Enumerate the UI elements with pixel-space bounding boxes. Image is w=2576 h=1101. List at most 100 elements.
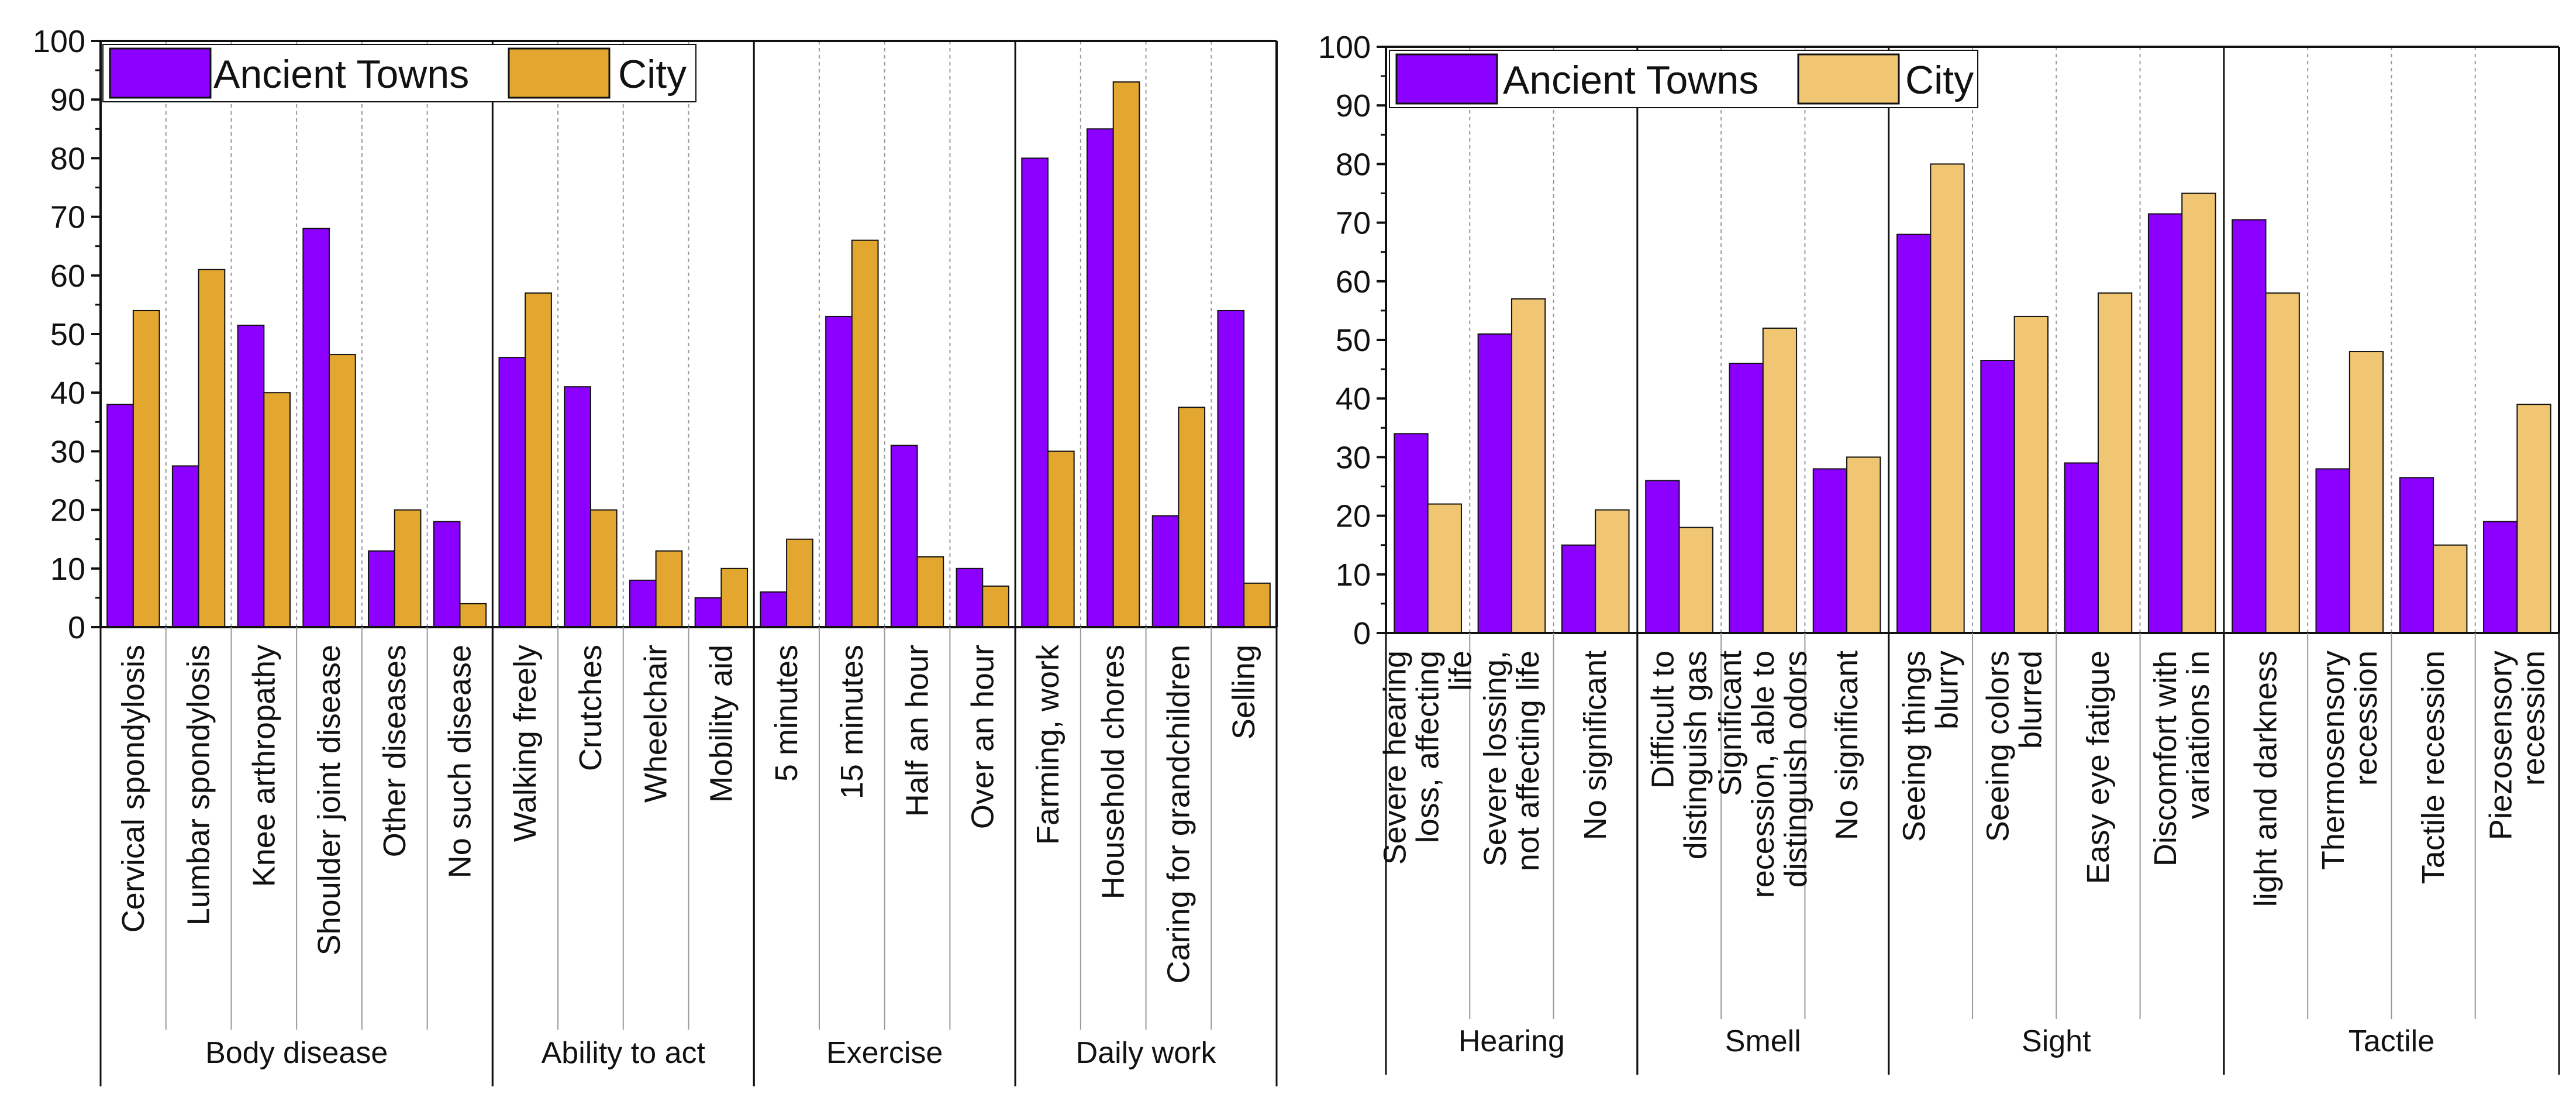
category-label-line: Mobility aid: [704, 645, 739, 803]
category-label-line: loss, affecting: [1411, 651, 1446, 843]
group-label: Exercise: [826, 1036, 943, 1070]
category-label-line: Lumbar spondylosis: [181, 645, 216, 925]
y-tick-label: 30: [50, 434, 85, 469]
category-label-line: Thermosensory: [2316, 651, 2351, 870]
category-label: Severe lossing,not affecting life: [1478, 651, 1546, 871]
category-label: Household chores: [1096, 645, 1131, 899]
category-label: Mobility aid: [704, 645, 739, 803]
bar-ancient-towns: [1021, 157, 1049, 628]
category-label: No such disease: [442, 645, 477, 878]
legend-label-city: City: [1905, 58, 1974, 102]
bar-ancient-towns: [760, 591, 788, 628]
bar-city: [394, 509, 422, 628]
category-label-line: blurred: [2013, 651, 2049, 749]
bar-ancient-towns: [629, 579, 657, 628]
y-tick-label: 80: [50, 141, 85, 176]
category-label: 5 minutes: [769, 645, 804, 782]
y-tick-label: 30: [1336, 440, 1371, 475]
chart-right: 0 10 20 30 40 50 60 70 80 90 100 Hearing Severe hear…: [1318, 30, 2560, 1075]
bar-ancient-towns: [694, 597, 722, 628]
category-label: Crutches: [573, 645, 608, 771]
category-label: Thermosensoryrecession: [2316, 651, 2384, 870]
y-tick-label: 80: [1336, 147, 1371, 182]
category-label-line: life: [1443, 651, 1478, 691]
y-tick-label: 20: [1336, 499, 1371, 534]
category-label-line: Farming, work: [1030, 644, 1065, 845]
y-tick-label: 50: [1336, 323, 1371, 358]
bar-city: [459, 603, 487, 628]
bar-city: [1762, 327, 1798, 634]
category-label-line: No such disease: [442, 645, 477, 878]
bar-ancient-towns: [2483, 521, 2518, 634]
category-label: No significant: [1829, 651, 1864, 840]
y-tick-label: 100: [1318, 30, 1371, 65]
bar-ancient-towns: [1087, 128, 1114, 628]
category-label: Easy eye fatigue: [2081, 651, 2116, 884]
category-label-line: recession, able to: [1746, 651, 1781, 898]
group-label: Daily work: [1076, 1036, 1217, 1070]
legend-swatch-city: [1797, 53, 1900, 105]
category-label-line: not affecting life: [1511, 651, 1546, 871]
bar-ancient-towns: [2315, 468, 2350, 634]
bar-ancient-towns: [1729, 363, 1764, 634]
y-tick-label: 20: [50, 493, 85, 528]
category-label-line: Piezosensory: [2483, 651, 2518, 840]
y-tick-label: 10: [50, 552, 85, 587]
bar-ancient-towns: [2147, 213, 2183, 634]
category-label: Knee arthropathy: [246, 645, 281, 887]
bar-ancient-towns: [498, 357, 526, 628]
bar-ancient-towns: [1561, 544, 1596, 634]
bar-ancient-towns: [1896, 233, 1932, 634]
bar-ancient-towns: [237, 324, 265, 628]
bar-city: [525, 292, 552, 628]
category-label-line: variations in: [2181, 651, 2216, 819]
bar-ancient-towns: [564, 386, 591, 628]
bar-city: [2181, 192, 2216, 634]
category-label-line: Easy eye fatigue: [2081, 651, 2116, 884]
y-tick-label: 100: [33, 24, 85, 59]
y-tick-label: 10: [1336, 558, 1371, 593]
category-label-line: Shoulder joint disease: [312, 645, 347, 955]
bar-city: [589, 509, 618, 628]
category-label-line: blurry: [1929, 651, 1964, 730]
category-label-line: Seeing colors: [1981, 651, 2016, 842]
y-tick-label: 50: [50, 317, 85, 352]
category-label: Other diseases: [377, 645, 412, 857]
category-label: Piezosensoryrecession: [2483, 651, 2551, 840]
bar-city: [1178, 407, 1206, 628]
category-label-line: 5 minutes: [769, 645, 804, 782]
y-tick-label: 90: [50, 82, 85, 118]
category-label-line: Caring for grandchildren: [1161, 645, 1196, 983]
legend-swatch-ancient-towns: [109, 47, 212, 99]
group-label: Tactile: [2349, 1024, 2434, 1058]
category-label: Discomfort withvariations in: [2148, 651, 2216, 866]
bar-ancient-towns: [1394, 433, 1429, 634]
bar-city: [263, 392, 291, 628]
category-label: Cervical spondylosis: [116, 645, 151, 933]
category-label-line: Severe lossing,: [1478, 651, 1513, 866]
bar-city: [916, 556, 944, 628]
legend-label-city: City: [618, 52, 687, 97]
category-label: Seeing colorsblurred: [1981, 651, 2049, 842]
bar-city: [2433, 544, 2468, 634]
category-label: Shoulder joint disease: [312, 645, 347, 955]
category-label-line: Cervical spondylosis: [116, 645, 151, 933]
legend-label-ancient-towns: Ancient Towns: [1503, 58, 1758, 102]
y-tick-label: 60: [50, 259, 85, 294]
y-tick-label: 40: [1336, 381, 1371, 417]
y-tick-label: 70: [1336, 206, 1371, 241]
group-label: Smell: [1725, 1024, 1801, 1058]
bar-ancient-towns: [2399, 477, 2434, 634]
y-tick-label: 70: [50, 200, 85, 235]
category-label-line: Over an hour: [965, 645, 1000, 829]
chart-left: 0 10 20 30 40 50 60 70 80 90 100 Body disease Cervic…: [33, 24, 1278, 1086]
category-label-line: distinguish gas: [1678, 651, 1713, 859]
category-label: Selling: [1226, 645, 1261, 739]
bar-ancient-towns: [1980, 360, 2015, 634]
category-label: Farming, work: [1030, 644, 1065, 845]
bar-city: [1112, 81, 1140, 628]
group-label: Body disease: [205, 1036, 388, 1070]
category-label-line: 15 minutes: [834, 645, 870, 799]
category-label-line: Tactile recession: [2416, 651, 2451, 884]
bar-city: [1047, 450, 1075, 628]
